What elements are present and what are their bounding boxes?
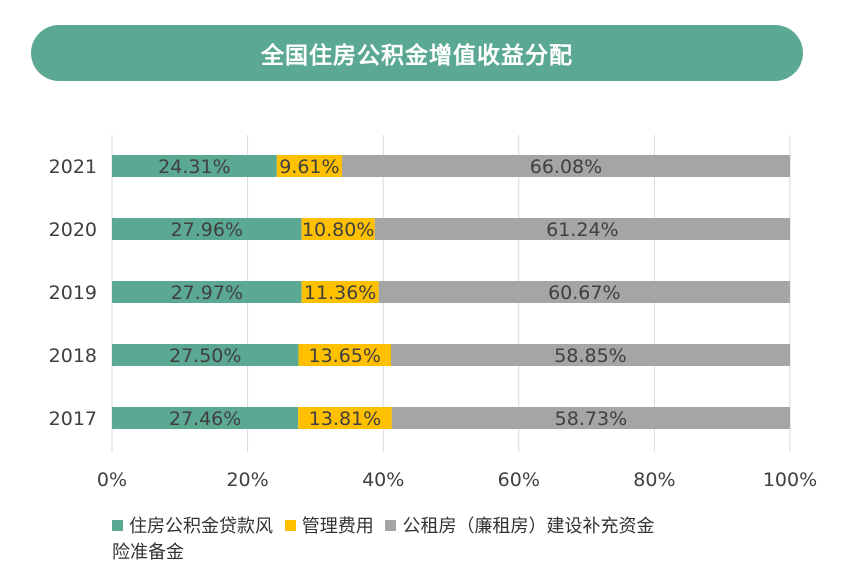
x-tick-label: 100% xyxy=(763,469,817,491)
y-category-label: 2018 xyxy=(49,345,97,367)
data-label: 11.36% xyxy=(304,282,376,304)
bar-segment xyxy=(301,218,375,240)
y-category-label: 2017 xyxy=(49,408,97,430)
bar-segment xyxy=(374,218,790,240)
data-label: 66.08% xyxy=(530,156,602,178)
bar-segment xyxy=(112,407,299,429)
data-label: 9.61% xyxy=(279,156,339,178)
x-tick-label: 80% xyxy=(633,469,675,491)
stacked-bar-chart: 0% 20% 40% 60% 80% 100% 2021 24.31% 9.61% 66.08% 2… xyxy=(49,135,817,491)
x-tick-label: 60% xyxy=(498,469,540,491)
y-category-label: 2020 xyxy=(49,219,97,241)
bar-segment xyxy=(378,281,790,303)
data-label: 61.24% xyxy=(546,219,618,241)
legend-wrap-text: 险准备金 xyxy=(112,542,184,563)
bar-segment xyxy=(112,218,302,240)
data-label: 60.67% xyxy=(548,282,620,304)
y-category-label: 2019 xyxy=(49,282,97,304)
legend-item-management-fee: 管理费用 xyxy=(284,516,386,537)
x-tick-label: 0% xyxy=(97,469,127,491)
data-label: 27.97% xyxy=(171,282,243,304)
data-label: 13.81% xyxy=(309,408,381,430)
legend-swatch xyxy=(284,520,296,531)
x-tick-label: 40% xyxy=(362,469,404,491)
legend-label: 公租房（廉租房）建设补充资金 xyxy=(402,516,655,537)
chart-title-bar: 全国住房公积金增值收益分配 xyxy=(31,25,803,81)
legend-label: 住房公积金贷款风 xyxy=(129,516,273,537)
data-label: 27.96% xyxy=(171,219,243,241)
x-tick-label: 20% xyxy=(226,469,268,491)
data-label: 10.80% xyxy=(302,219,374,241)
y-category-label: 2021 xyxy=(49,156,97,178)
legend-item-public-rental-fund: 公租房（廉租房）建设补充资金 xyxy=(385,516,660,537)
data-label: 58.73% xyxy=(555,408,627,430)
data-label: 24.31% xyxy=(158,156,230,178)
legend-swatch xyxy=(385,520,397,531)
bar-segment xyxy=(298,407,392,429)
bar-segment xyxy=(298,344,391,366)
legend-item-loan-risk-reserve: 住房公积金贷款风 xyxy=(112,516,285,537)
bar-segment xyxy=(390,344,790,366)
bar-segment xyxy=(112,344,299,366)
legend-label: 管理费用 xyxy=(301,516,374,537)
bar-segment xyxy=(112,155,277,177)
bar-segment xyxy=(341,155,790,177)
legend: 住房公积金贷款风 管理费用 公租房（廉租房）建设补充资金 险准备金 xyxy=(112,514,772,566)
bar-segment xyxy=(391,407,790,429)
data-label: 27.46% xyxy=(169,408,241,430)
bar-segment xyxy=(112,281,302,303)
data-label: 27.50% xyxy=(169,345,241,367)
data-label: 13.65% xyxy=(308,345,380,367)
data-label: 58.85% xyxy=(554,345,626,367)
chart-title: 全国住房公积金增值收益分配 xyxy=(261,43,573,69)
bar-segment xyxy=(301,281,379,303)
bar-segment xyxy=(276,155,342,177)
legend-swatch xyxy=(112,520,123,531)
